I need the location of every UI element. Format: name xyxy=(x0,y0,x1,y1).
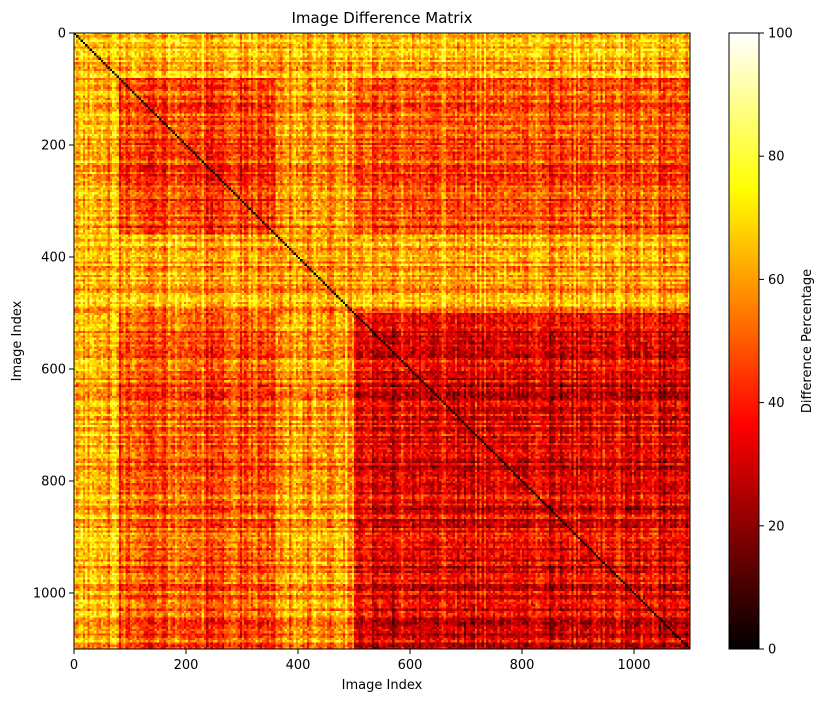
x-tick-label: 200 xyxy=(174,658,199,673)
plot-frame xyxy=(73,32,691,650)
colorbar-label: Difference Percentage xyxy=(800,269,815,413)
x-tick-label: 0 xyxy=(70,658,78,673)
colorbar-tick-label: 40 xyxy=(768,396,785,411)
y-tick-label: 200 xyxy=(41,139,66,154)
colorbar xyxy=(728,32,760,650)
x-tick-label: 1000 xyxy=(617,658,650,673)
y-tick-label: 1000 xyxy=(33,587,66,602)
colorbar-tick-label: 60 xyxy=(768,273,785,288)
colorbar-tick-label: 80 xyxy=(768,150,785,165)
y-tick-label: 0 xyxy=(58,27,66,42)
y-tick-label: 800 xyxy=(41,475,66,490)
colorbar-tick-label: 0 xyxy=(768,643,776,658)
x-tick-label: 800 xyxy=(510,658,535,673)
colorbar-ticks: 0 20 40 60 80 100 xyxy=(759,27,793,658)
x-axis-label: Image Index xyxy=(342,678,423,693)
y-axis-label: Image Index xyxy=(10,300,25,381)
x-tick-label: 400 xyxy=(286,658,311,673)
y-tick-label: 600 xyxy=(41,363,66,378)
x-axis-ticks: 0 200 400 600 800 1000 xyxy=(70,649,651,673)
colorbar-tick-label: 100 xyxy=(768,27,793,42)
colorbar-tick-label: 20 xyxy=(768,519,785,534)
y-axis-ticks: 0 200 400 600 800 1000 xyxy=(33,27,74,602)
y-tick-label: 400 xyxy=(41,251,66,266)
x-tick-label: 600 xyxy=(398,658,423,673)
heatmap-image xyxy=(74,33,690,649)
chart-title: Image Difference Matrix xyxy=(291,9,472,27)
